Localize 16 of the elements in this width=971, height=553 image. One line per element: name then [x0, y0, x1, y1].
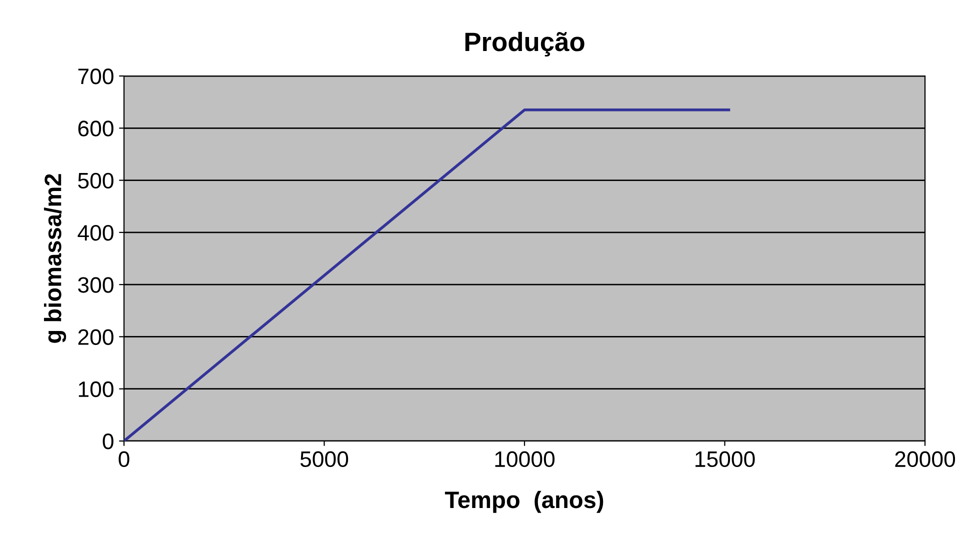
- y-tick-label: 0: [102, 434, 114, 450]
- x-tick-label: 10000: [495, 451, 555, 468]
- x-axis-title: Tempo (anos): [444, 490, 604, 513]
- y-tick-label: 700: [78, 68, 114, 84]
- y-tick-label: 200: [78, 329, 114, 345]
- y-tick-label: 600: [78, 120, 114, 136]
- y-tick-label: 100: [78, 381, 114, 398]
- y-axis-title: g biomassa/m2: [44, 174, 66, 343]
- x-tick-label: 15000: [696, 451, 755, 468]
- x-tick-label: 5000: [300, 451, 348, 468]
- chart-title: Produção: [465, 32, 584, 56]
- y-tick-label: 400: [78, 224, 114, 241]
- y-tick-label: 300: [78, 277, 114, 293]
- x-tick-label: 0: [118, 451, 130, 468]
- x-tick-label: 20000: [895, 451, 956, 468]
- y-tick-label: 500: [78, 172, 114, 189]
